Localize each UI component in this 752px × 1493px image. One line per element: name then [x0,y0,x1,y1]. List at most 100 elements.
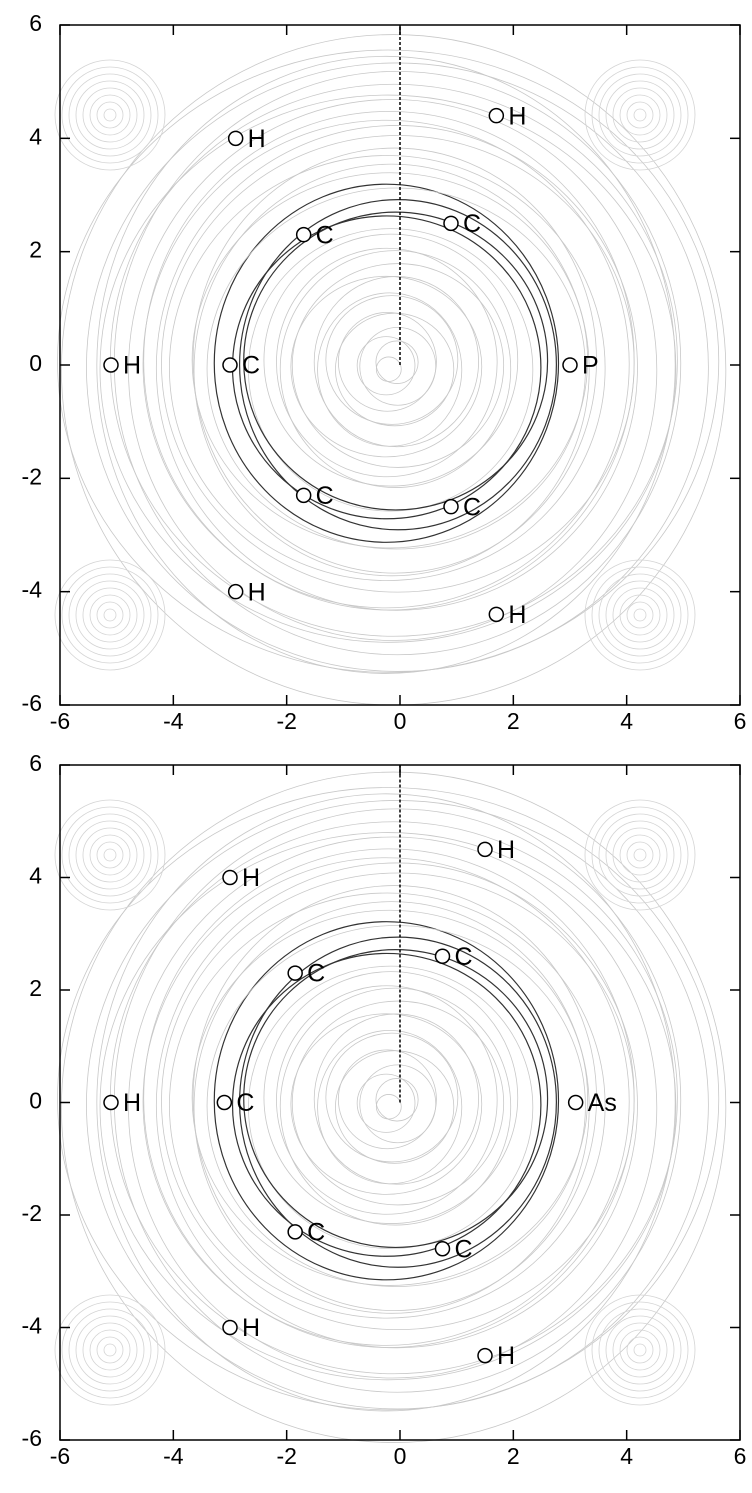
streamline [86,800,709,1410]
streamline [54,559,166,671]
streamline [142,857,630,1346]
streamline [263,233,519,487]
streamline [82,587,138,643]
atom-label: C [463,493,481,521]
streamline [626,1336,654,1364]
streamline [626,841,654,869]
streamline [168,892,606,1319]
y-tick-label: 6 [29,10,42,36]
streamline [128,836,658,1379]
atom-marker [295,226,312,243]
atom-marker [295,487,312,504]
atom-label: H [248,578,266,606]
streamline [612,587,668,643]
streamline [612,827,668,883]
streamline [103,848,117,862]
streamline [591,566,689,664]
streamline [68,1308,152,1392]
streamline [276,247,498,478]
streamline [75,580,145,650]
streamline [103,108,117,122]
atom-marker [222,1319,238,1336]
streamline [279,250,512,488]
y-tick-label: -4 [22,1313,43,1339]
streamline [591,806,689,904]
streamline [619,1329,661,1371]
streamline [598,813,682,897]
x-tick-label: -2 [276,1443,296,1469]
atom-label: H [123,1089,141,1117]
streamline [191,172,589,549]
streamline [605,80,675,150]
atom-label: C [316,482,334,510]
streamline [86,62,709,672]
atom-marker [287,965,303,981]
streamline [243,949,549,1249]
y-tick-label: 2 [29,237,42,263]
streamline [325,1032,459,1163]
streamline [75,1315,145,1385]
streamline [57,49,720,673]
streamline [82,827,138,883]
x-tick-label: 4 [620,1443,633,1469]
streamline [290,275,483,458]
streamline [89,834,131,876]
streamline [193,901,590,1314]
streamline [248,965,534,1250]
streamline [155,862,638,1349]
streamline [128,99,658,641]
atom-label: C [455,943,473,971]
atom-label: C [307,960,325,988]
streamline [584,799,696,911]
streamline [143,848,635,1348]
atom-label: C [463,210,481,238]
x-tick-label: -6 [50,708,70,734]
streamline [238,936,557,1268]
streamline [619,594,661,636]
streamline [75,80,145,150]
streamline [598,73,682,157]
streamline [633,848,647,862]
x-tick-label: 0 [394,1443,407,1469]
atom-marker [103,1094,119,1111]
streamline [61,806,159,904]
streamline [99,832,677,1381]
streamline [142,119,630,609]
streamline [248,228,534,512]
streamline [359,1064,437,1144]
atom-marker [227,583,244,600]
streamline [375,356,402,382]
x-tick-label: -4 [163,1443,184,1469]
y-tick-label: -6 [22,1425,42,1451]
y-tick-label: 2 [29,975,42,1001]
streamline [276,985,498,1215]
y-tick-label: 0 [29,350,42,376]
x-tick-label: -2 [276,708,296,734]
streamline [89,594,131,636]
streamline [335,1050,455,1164]
y-tick-label: 4 [29,863,42,889]
streamline [584,559,696,671]
streamline [99,94,677,643]
panel: -6 -4 -2 0 2 4 6 -6 -4 -2 0 2 4 6 H H C C H C As C C H H [22,750,747,1469]
streamline [279,987,512,1226]
atom-label: C [236,1089,254,1117]
streamline [313,276,479,448]
atom-label: H [123,352,141,380]
streamline [619,94,661,136]
atom-label: H [242,1314,260,1342]
atom-marker [434,948,451,964]
streamline [68,573,152,657]
streamline [633,1343,647,1357]
atom-marker [443,215,459,232]
streamline [82,1322,138,1378]
streamline [143,110,635,611]
streamline [633,608,647,622]
streamline [54,59,166,171]
y-tick-label: -2 [22,463,42,489]
streamline [356,1073,416,1133]
atom-label: H [497,836,515,864]
y-tick-label: 0 [29,1088,42,1114]
panel: -6 -4 -2 0 2 4 6 -6 -4 -2 0 2 4 6 H H C C H C P C C H H [22,10,747,734]
